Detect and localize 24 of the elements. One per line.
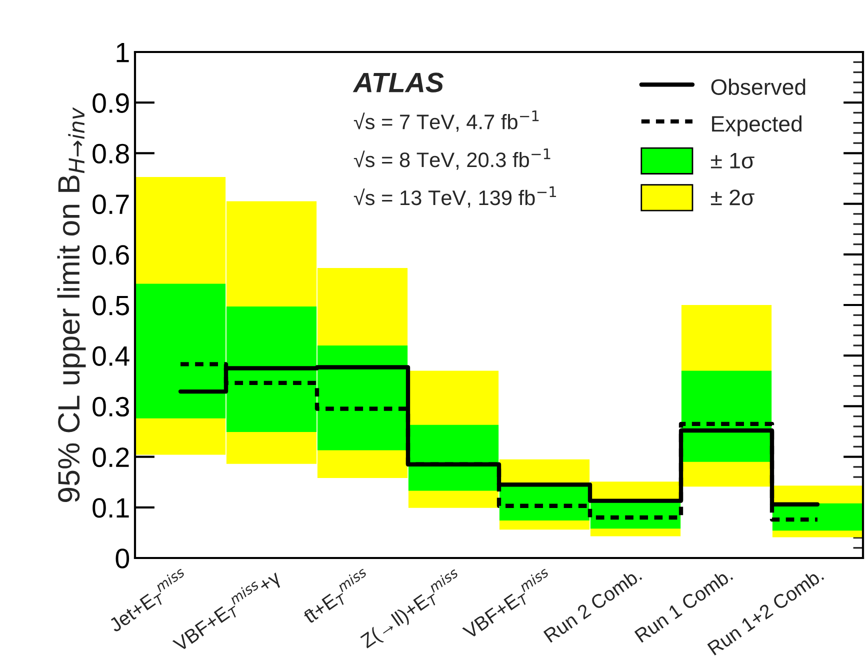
y-tick-label: 0.7 xyxy=(92,194,129,214)
y-tick-label: 0.1 xyxy=(92,498,129,518)
annotation: √s = 13 TeV, 139 fb$^{−1}$ xyxy=(354,186,556,208)
annotation: ATLAS xyxy=(352,72,444,92)
y-tick-label: 0.4 xyxy=(92,346,130,366)
y-tick-label: 0.2 xyxy=(92,447,129,468)
y-tick-label: 0.5 xyxy=(92,296,129,316)
y-tick-label: 0.3 xyxy=(92,396,129,417)
x-tick-label: Jet+E$_{T}$$^{miss}$ xyxy=(108,568,186,633)
y-tick-label: 0.8 xyxy=(92,144,129,164)
legend-label: ± 2σ xyxy=(710,190,754,206)
legend-label: Expected xyxy=(712,115,802,136)
y-axis-title: 95% CL upper limit on B$_{H→inv}$ xyxy=(57,107,86,502)
y-tick-label: 0.9 xyxy=(92,93,129,113)
y-tick-label: 0 xyxy=(116,548,130,568)
x-tick-label: t̄t+E$_{T}$$^{miss}$ xyxy=(302,568,368,624)
annotation: √s = 7 TeV, 4.7 fb$^{−1}$ xyxy=(354,110,539,132)
legend-label: ± 1σ xyxy=(710,153,754,169)
y-tick-label: 0.6 xyxy=(92,245,129,265)
y-tick-label: 1 xyxy=(116,42,129,62)
bar xyxy=(681,370,772,462)
bar xyxy=(408,424,499,491)
annotation: √s = 8 TeV, 20.3 fb$^{−1}$ xyxy=(354,148,550,170)
legend-label: Observed xyxy=(711,78,806,95)
